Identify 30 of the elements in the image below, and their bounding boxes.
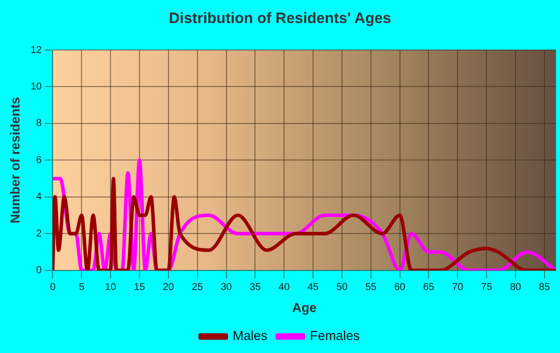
x-tick-label: 70 bbox=[452, 282, 464, 294]
x-tick-label: 0 bbox=[50, 282, 56, 294]
legend-label: Males bbox=[232, 328, 268, 344]
y-tick-label: 8 bbox=[36, 118, 42, 130]
x-tick-label: 60 bbox=[394, 282, 406, 294]
y-tick-label: 0 bbox=[36, 265, 42, 276]
x-tick-label: 40 bbox=[278, 282, 290, 294]
x-tick-label: 15 bbox=[134, 282, 146, 294]
x-tick-label: 75 bbox=[481, 282, 493, 294]
y-axis-title: Number of residents bbox=[7, 96, 22, 224]
x-tick-label: 35 bbox=[250, 282, 262, 294]
legend-label: Females bbox=[310, 328, 360, 344]
x-tick-label: 45 bbox=[307, 282, 320, 294]
x-tick-label: 20 bbox=[162, 282, 174, 294]
y-tick-label: 12 bbox=[30, 44, 42, 56]
y-tick-label: 4 bbox=[36, 192, 42, 203]
x-tick-label: 55 bbox=[365, 282, 377, 294]
x-tick-label: 5 bbox=[78, 282, 85, 294]
y-tick-label: 6 bbox=[36, 154, 42, 166]
chart-title: Distribution of Residents' Ages bbox=[168, 10, 392, 28]
x-tick-label: 30 bbox=[220, 282, 232, 294]
x-tick-label: 50 bbox=[336, 282, 348, 294]
x-tick-label: 10 bbox=[105, 282, 117, 294]
x-axis-title: Age bbox=[292, 300, 317, 315]
x-tick-label: 80 bbox=[510, 282, 522, 294]
x-tick-label: 25 bbox=[192, 282, 204, 294]
y-tick-label: 10 bbox=[30, 81, 42, 92]
y-tick-label: 2 bbox=[36, 228, 42, 240]
x-tick-label: 65 bbox=[423, 282, 435, 294]
x-tick-label: 85 bbox=[538, 282, 550, 294]
